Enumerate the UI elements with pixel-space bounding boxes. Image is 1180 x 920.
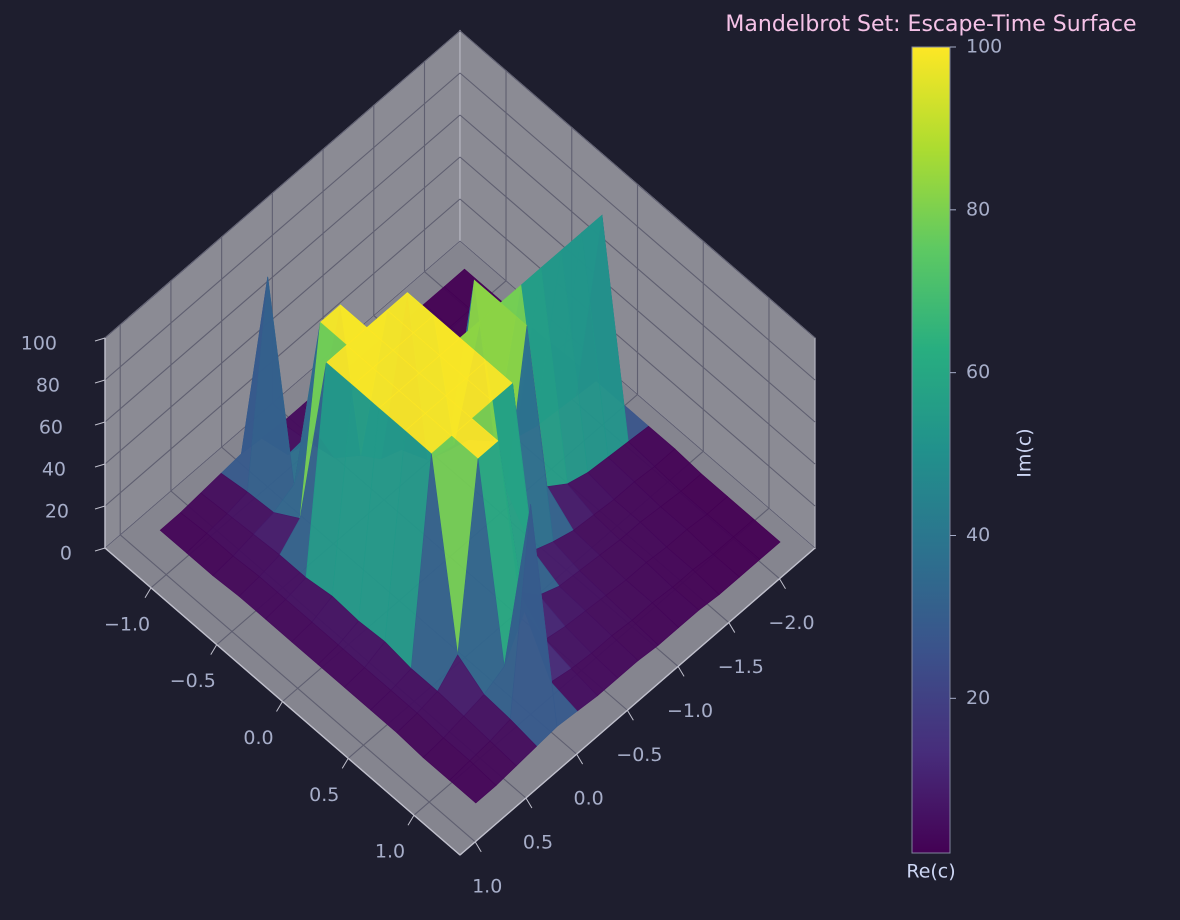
grid-line	[459, 114, 816, 423]
x-tick-label: −0.5	[616, 744, 662, 766]
z-tick	[94, 547, 106, 552]
z-tick	[94, 337, 106, 342]
z-tick	[94, 505, 106, 510]
x-tick	[474, 841, 482, 853]
y-tick-label: 1.0	[375, 841, 405, 863]
surface-cell	[449, 760, 497, 804]
z-tick	[94, 463, 106, 468]
z-tick-label: 0	[60, 543, 72, 565]
x-tick	[779, 578, 786, 589]
x-tick	[525, 797, 533, 809]
colorbar-tick-label: 100	[966, 36, 1002, 58]
grid-line	[459, 156, 816, 465]
x-tick-label: 0.5	[523, 831, 553, 853]
z-tick	[94, 421, 106, 426]
grid-line	[104, 156, 461, 465]
x-tick-label: −2.0	[768, 612, 814, 634]
y-tick	[276, 701, 283, 712]
grid-line	[104, 30, 461, 339]
y-tick	[144, 587, 152, 599]
y-tick	[341, 758, 349, 769]
y-tick-label: 0.5	[309, 784, 339, 806]
grid-line	[459, 198, 816, 507]
chart-title: Mandelbrot Set: Escape-Time Surface	[725, 12, 1136, 37]
x-tick	[677, 666, 685, 677]
x-tick-label: −1.0	[667, 700, 713, 722]
plot-area: −2.0−1.5−1.0−0.50.00.51.0−1.0−0.50.00.51…	[21, 29, 816, 897]
y-tick-label: −1.0	[104, 613, 150, 635]
grid-line	[104, 114, 461, 423]
z-tick-label: 40	[42, 459, 66, 481]
grid-line	[104, 198, 461, 507]
y-tick-label: 0.0	[243, 727, 273, 749]
y-tick-label: −0.5	[170, 670, 216, 692]
z-tick-label: 60	[39, 417, 63, 439]
colorbar-label: Im(c)	[1014, 428, 1036, 477]
colorbar-tick-label: 60	[966, 361, 990, 383]
colorbar-gradient	[911, 46, 951, 854]
grid-line	[459, 72, 816, 381]
z-tick	[94, 379, 106, 384]
colorbar: 20 40 60 80 100	[911, 36, 1002, 854]
axis-line	[459, 547, 816, 856]
x-tick	[728, 622, 736, 633]
z-tick-label: 20	[45, 501, 69, 523]
y-tick	[210, 644, 218, 655]
x-axis-label: Re(c)	[906, 861, 955, 883]
colorbar-tick-label: 80	[966, 198, 990, 220]
colorbar-tick-label: 20	[966, 687, 990, 709]
x-tick	[576, 753, 584, 765]
grid-line	[459, 30, 816, 339]
z-tick-label: 80	[36, 375, 60, 397]
y-tick	[407, 814, 415, 826]
colorbar-tick-label: 40	[966, 524, 990, 546]
x-tick-label: −1.5	[718, 656, 764, 678]
x-tick-label: 1.0	[472, 875, 502, 897]
x-tick	[626, 710, 634, 721]
z-tick-label: 100	[21, 333, 57, 355]
grid-line	[104, 72, 461, 381]
x-tick-label: 0.0	[574, 788, 604, 810]
